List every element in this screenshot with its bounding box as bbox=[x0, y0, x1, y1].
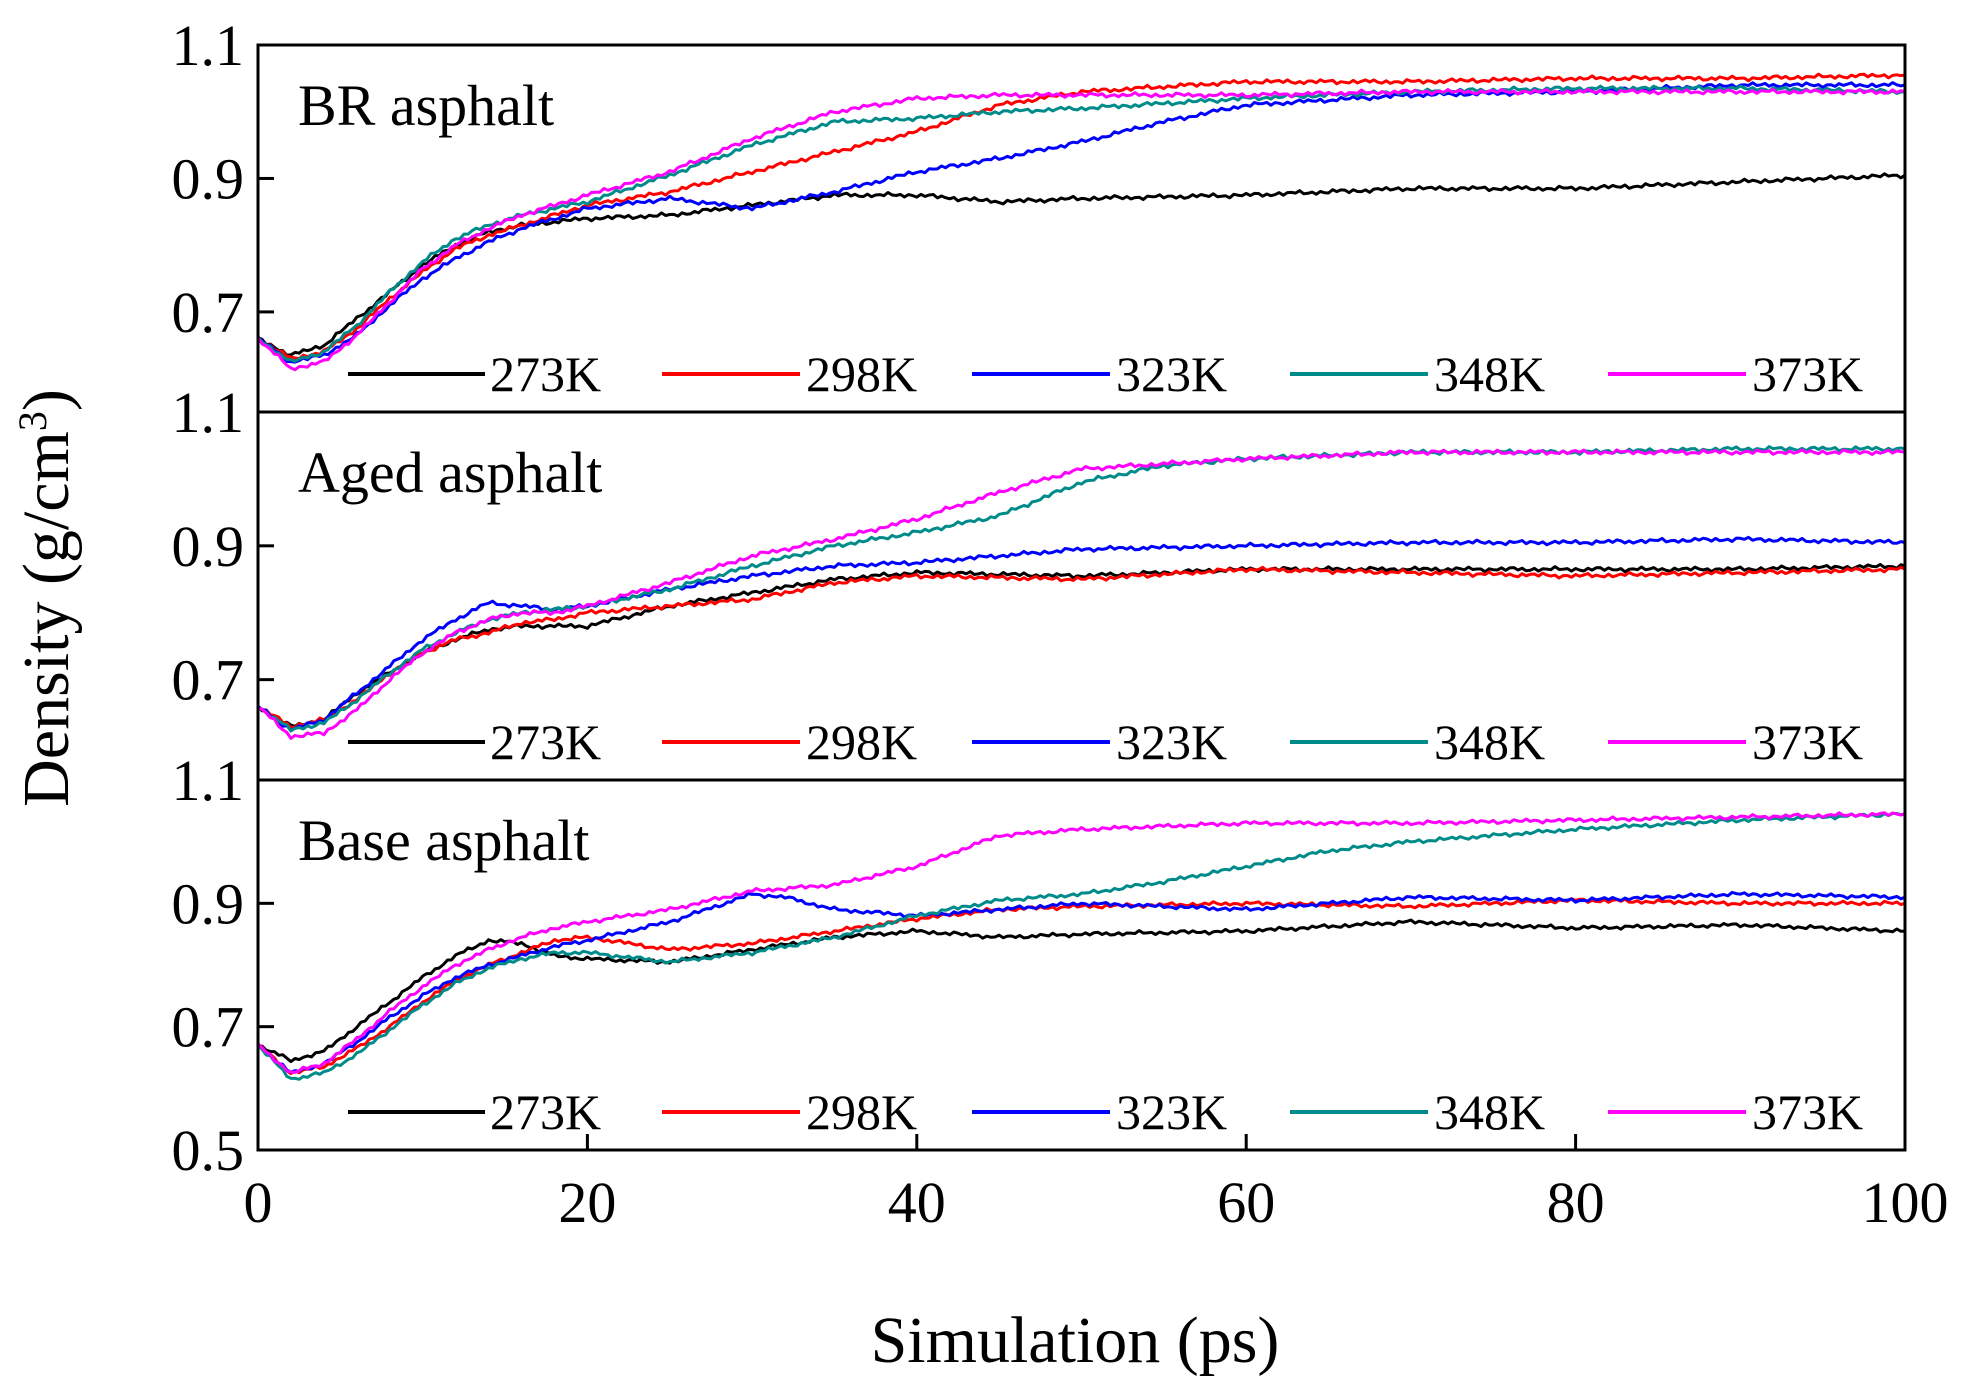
legend-label-base-273k: 273K bbox=[490, 1084, 601, 1140]
frame-layer bbox=[256, 43, 1907, 1152]
y-tick-label-br-2: 1.1 bbox=[172, 13, 245, 78]
series-line-base-323k bbox=[257, 890, 1906, 1074]
legend-label-br-348k: 348K bbox=[1434, 346, 1545, 402]
y-tick-label-br-1: 0.9 bbox=[172, 146, 245, 211]
panel-frame-base bbox=[256, 778, 1907, 1152]
panel-title-br: BR asphalt bbox=[298, 73, 554, 138]
svg-text:Density (g/cm3): Density (g/cm3) bbox=[10, 389, 83, 807]
series-line-aged-323k bbox=[257, 535, 1906, 732]
series-layer bbox=[256, 72, 1906, 1081]
x-tick-label-2: 40 bbox=[888, 1170, 946, 1235]
x-axis-title: Simulation (ps) bbox=[871, 1304, 1280, 1377]
legend-label-aged-323k: 323K bbox=[1116, 714, 1227, 770]
panel-title-base: Base asphalt bbox=[298, 808, 590, 873]
y-axis-title-close: ) bbox=[10, 389, 83, 411]
series-line-aged-273k bbox=[256, 562, 1906, 728]
y-tick-label-base-0: 0.5 bbox=[172, 1118, 245, 1183]
y-tick-label-aged-2: 1.1 bbox=[172, 380, 245, 445]
series-line-br-373k bbox=[256, 87, 1906, 372]
y-tick-label-base-2: 0.9 bbox=[172, 871, 245, 936]
x-tick-label-3: 60 bbox=[1217, 1170, 1275, 1235]
y-tick-label-base-1: 0.7 bbox=[172, 995, 245, 1060]
series-line-aged-298k bbox=[257, 565, 1906, 730]
y-axis-title: Density (g/cm3) bbox=[10, 389, 83, 807]
y-axis-title-main: Density (g/cm bbox=[10, 431, 83, 807]
series-line-br-298k bbox=[257, 72, 1906, 361]
series-line-br-273k bbox=[257, 172, 1906, 357]
x-tick-label-0: 0 bbox=[244, 1170, 273, 1235]
legend-label-aged-373k: 373K bbox=[1752, 714, 1863, 770]
x-tick-label-5: 100 bbox=[1862, 1170, 1949, 1235]
y-tick-label-aged-0: 0.7 bbox=[172, 648, 245, 713]
legend-label-br-273k: 273K bbox=[490, 346, 601, 402]
legend-label-aged-273k: 273K bbox=[490, 714, 601, 770]
x-tick-label-4: 80 bbox=[1547, 1170, 1605, 1235]
y-axis-title-sup: 3 bbox=[10, 411, 55, 431]
panel-title-aged: Aged asphalt bbox=[298, 440, 602, 505]
legend-label-br-323k: 323K bbox=[1116, 346, 1227, 402]
y-tick-label-aged-1: 0.9 bbox=[172, 514, 245, 579]
legend-label-br-298k: 298K bbox=[806, 346, 917, 402]
x-tick-label-1: 20 bbox=[558, 1170, 616, 1235]
y-tick-label-br-0: 0.7 bbox=[172, 280, 245, 345]
legend-label-aged-298k: 298K bbox=[806, 714, 917, 770]
legend-label-base-373k: 373K bbox=[1752, 1084, 1863, 1140]
y-tick-label-base-3: 1.1 bbox=[172, 748, 245, 813]
series-line-base-348k bbox=[256, 812, 1906, 1081]
legend-label-br-373k: 373K bbox=[1752, 346, 1863, 402]
legend-label-base-298k: 298K bbox=[806, 1084, 917, 1140]
legend-label-base-348k: 348K bbox=[1434, 1084, 1545, 1140]
text-layer: Simulation (ps) Density (g/cm3) BR aspha… bbox=[10, 13, 1949, 1377]
legend-label-aged-348k: 348K bbox=[1434, 714, 1545, 770]
series-line-base-373k bbox=[256, 811, 1906, 1074]
series-line-base-273k bbox=[257, 918, 1906, 1064]
series-line-base-298k bbox=[257, 897, 1906, 1076]
legend-label-base-323k: 323K bbox=[1116, 1084, 1227, 1140]
series-line-aged-373k bbox=[257, 448, 1906, 740]
